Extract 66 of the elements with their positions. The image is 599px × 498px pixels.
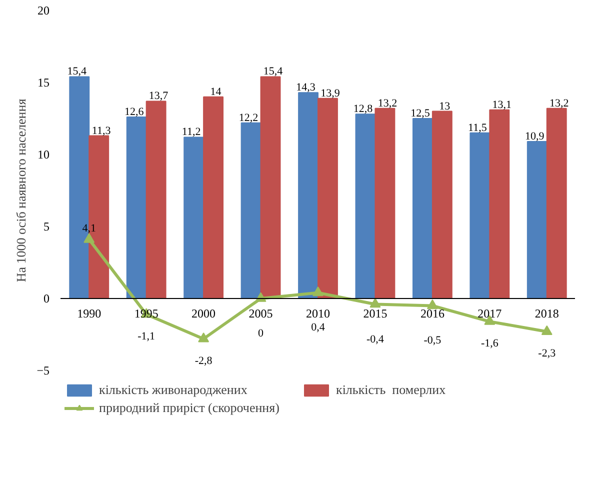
bar <box>240 122 262 299</box>
data-label: -1,1 <box>138 330 156 342</box>
bar <box>374 108 396 299</box>
bar <box>546 108 567 299</box>
data-label: 12,6 <box>124 106 144 118</box>
data-label: 13,2 <box>378 97 398 110</box>
data-label: 13,1 <box>492 98 512 111</box>
data-label: 12,8 <box>353 103 374 116</box>
point <box>84 233 95 243</box>
bar <box>184 136 204 299</box>
data-label: 0 <box>258 328 264 340</box>
x-tick-label: 2018 <box>534 306 559 320</box>
data-label: 11,5 <box>468 122 488 134</box>
bar <box>412 118 433 299</box>
data-label: 13,2 <box>549 97 569 110</box>
x-tick-label: 2017 <box>478 306 502 320</box>
y-tick-label: 10 <box>38 148 50 162</box>
data-label: 13 <box>439 100 451 112</box>
bar <box>318 98 338 299</box>
data-label: 14 <box>210 86 222 98</box>
point <box>370 298 381 308</box>
point <box>198 332 210 342</box>
bar <box>126 116 147 299</box>
data-label: 10,9 <box>525 130 545 143</box>
data-label: 11,3 <box>92 124 112 137</box>
data-label: 14,3 <box>296 82 316 94</box>
point <box>312 286 324 296</box>
data-label: 15,4 <box>67 66 88 78</box>
y-tick-label: 5 <box>44 220 50 234</box>
legend-label: кількість померлих <box>336 382 447 398</box>
data-label: 13,9 <box>320 87 340 100</box>
x-tick-label: 2005 <box>248 306 273 320</box>
data-label: 12,2 <box>238 112 258 124</box>
x-tick-label: 2016 <box>420 306 444 320</box>
y-tick-label: 20 <box>38 4 50 18</box>
legend-label: природний приріст (скорочення) <box>99 400 280 416</box>
data-label: -0,5 <box>424 334 442 347</box>
legend-label: кількість живонароджених <box>99 382 248 398</box>
y-tick-label: 0 <box>44 292 50 306</box>
point <box>541 325 552 336</box>
bar <box>432 110 452 299</box>
x-tick-label: 2000 <box>192 306 216 320</box>
x-tick-label: 2015 <box>363 306 388 320</box>
point <box>426 299 438 310</box>
bar <box>260 76 281 299</box>
bar <box>203 96 224 299</box>
bar <box>470 132 490 299</box>
y-tick-label: −5 <box>36 364 50 378</box>
bar <box>298 92 318 299</box>
data-label: 12,5 <box>410 108 430 120</box>
x-tick-label: 1990 <box>77 306 102 320</box>
y-axis-title: На 1000 осіб наявного населення <box>14 98 29 282</box>
data-label: -1,6 <box>480 338 499 350</box>
bar <box>489 109 510 299</box>
data-label: 13,7 <box>148 90 169 102</box>
bar <box>146 100 166 299</box>
bar <box>355 114 376 299</box>
data-label: -2,8 <box>194 354 213 367</box>
data-label: -2,3 <box>538 348 556 360</box>
y-tick-label: 15 <box>38 76 50 90</box>
data-label: 15,4 <box>263 66 284 78</box>
bar <box>526 141 548 299</box>
data-label: 0,4 <box>311 322 326 334</box>
data-label: -0,4 <box>366 333 384 346</box>
data-label: 11,2 <box>182 126 201 138</box>
x-tick-label: 2010 <box>306 306 330 320</box>
